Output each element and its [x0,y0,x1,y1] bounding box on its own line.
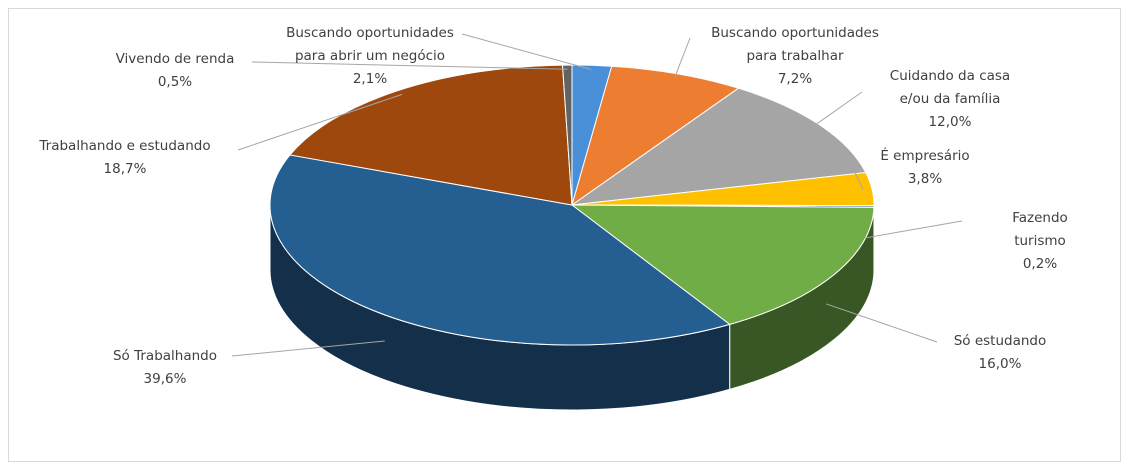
value-label: 39,6% [143,371,187,387]
pie-slice [571,65,740,207]
value-label: 7,2% [777,71,813,87]
data-label: Vivendo de renda 0,5% [116,48,235,94]
category-label: Só estudando [953,333,1047,349]
data-label: Só estudando 16,0% [954,330,1047,376]
value-label: 3,8% [907,171,943,187]
leader-line [851,165,864,190]
data-label: Fazendo turismo 0,2% [996,207,1085,276]
value-label: 16,0% [978,356,1022,372]
leader-line [251,61,568,70]
pie-slice [570,204,875,325]
data-label: Buscando oportunidades para abrir um neg… [286,22,454,91]
value-label: 18,7% [103,161,147,177]
value-label: 2,1% [352,71,388,87]
category-label: Fazendo turismo [1012,210,1068,249]
category-label: Buscando oportunidades para trabalhar [711,25,879,64]
leader-line [674,37,691,78]
data-label: Só Trabalhando 39,6% [113,345,217,391]
value-label: 0,2% [1022,256,1058,272]
chart-frame [8,8,1121,462]
value-label: 0,5% [157,74,193,90]
leader-line [864,220,963,239]
data-label: É empresário 3,8% [880,145,969,191]
category-label: Cuidando da casa e/ou da família [889,68,1011,107]
leader-line [461,33,592,70]
leader-line [826,303,938,343]
category-label: Vivendo de renda [115,51,235,67]
data-label: Buscando oportunidades para trabalhar 7,2… [711,22,879,91]
pie-slice [571,87,867,206]
value-label: 12,0% [928,114,972,130]
pie-slice [269,154,731,346]
category-label: Só Trabalhando [112,348,218,364]
leader-line [231,340,385,357]
leader-line [237,93,403,151]
data-label: Trabalhando e estudando 18,7% [39,135,210,181]
pie-slice [289,64,573,206]
leader-line [811,91,863,128]
category-label: Trabalhando e estudando [39,138,211,154]
pie-slice [561,64,573,206]
category-label: É empresário [880,148,970,164]
category-label: Buscando oportunidades para abrir um neg… [286,25,454,64]
data-label: Cuidando da casa e/ou da família 12,0% [890,65,1010,134]
